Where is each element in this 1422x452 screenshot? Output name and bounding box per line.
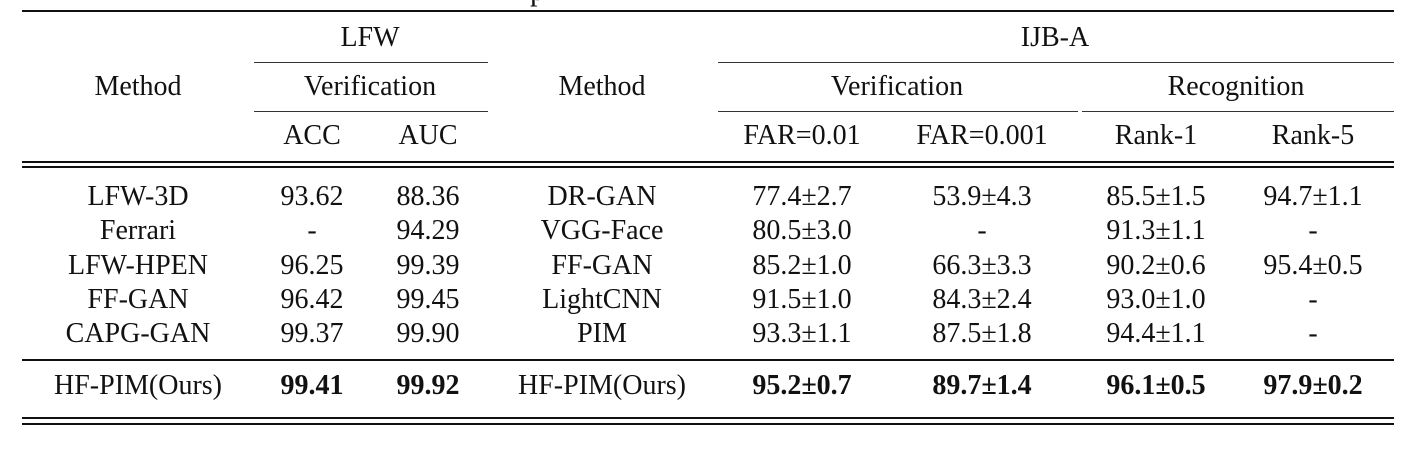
header-method-left: Method (94, 71, 182, 102)
ijba-rank1-cell: 94.4±1.1 (1106, 318, 1206, 349)
ijba-rank5-cell: 95.4±0.5 (1263, 250, 1363, 281)
table-bottom-rule-2 (22, 423, 1394, 425)
ijba-rank1-cell: 91.3±1.1 (1106, 215, 1206, 246)
lfw-acc-cell: 93.62 (280, 181, 344, 212)
ijba-rank5-cell: 94.7±1.1 (1263, 181, 1363, 212)
ijba-far001-cell: 93.3±1.1 (752, 318, 852, 349)
lfw-acc-cell: 99.37 (280, 318, 344, 349)
ijba-rank1-cell: 93.0±1.0 (1106, 284, 1206, 315)
header-ijba-verification: Verification (830, 71, 964, 102)
ijba-far0001-cell: 66.3±3.3 (932, 250, 1032, 281)
header-acc: ACC (283, 120, 341, 151)
ijba-method-cell: LightCNN (542, 284, 662, 315)
lfw-auc-cell: 94.29 (396, 215, 460, 246)
ijba-rank1-cell: 90.2±0.6 (1106, 250, 1206, 281)
ijba-far001-cell: 95.2±0.7 (752, 370, 852, 401)
header-ijba: IJB-A (1020, 22, 1090, 53)
header-far-0-001: FAR=0.001 (916, 120, 1048, 151)
table-top-rule (22, 10, 1394, 12)
lfw-acc-cell: 99.41 (280, 370, 344, 401)
ijba-method-cell: PIM (577, 318, 627, 349)
header-rank-1: Rank-1 (1114, 120, 1198, 151)
ijba-rank5-cell: - (1308, 318, 1318, 349)
ijba-far001-cell: 85.2±1.0 (752, 250, 852, 281)
header-lfw-verification: Verification (303, 71, 437, 102)
table-mid-rule (22, 359, 1394, 361)
lfw-method-cell: FF-GAN (87, 284, 189, 315)
table-bottom-rule-1 (22, 417, 1394, 419)
lfw-auc-cell: 99.90 (396, 318, 460, 349)
ijba-far0001-cell: 84.3±2.4 (932, 284, 1032, 315)
lfw-method-cell: LFW-HPEN (68, 250, 208, 281)
ijba-far001-cell: 77.4±2.7 (752, 181, 852, 212)
ijba-method-cell: VGG-Face (540, 215, 664, 246)
ijba-far0001-cell: 89.7±1.4 (932, 370, 1032, 401)
ijba-method-cell: DR-GAN (547, 181, 657, 212)
header-double-rule-top (22, 161, 1394, 163)
cmidrule-lfw-verif (254, 111, 488, 112)
ijba-far0001-cell: 53.9±4.3 (932, 181, 1032, 212)
lfw-method-cell: HF-PIM(Ours) (54, 370, 222, 401)
lfw-auc-cell: 88.36 (396, 181, 460, 212)
cmidrule-ijba-verif (718, 111, 1078, 112)
lfw-acc-cell: - (307, 215, 317, 246)
ijba-rank1-cell: 85.5±1.5 (1106, 181, 1206, 212)
header-far-0-01: FAR=0.01 (743, 120, 861, 151)
lfw-acc-cell: 96.25 (280, 250, 344, 281)
lfw-method-cell: CAPG-GAN (65, 318, 211, 349)
header-double-rule-bottom (22, 166, 1394, 168)
ijba-rank5-cell: 97.9±0.2 (1263, 370, 1363, 401)
ijba-rank1-cell: 96.1±0.5 (1106, 370, 1206, 401)
lfw-auc-cell: 99.92 (396, 370, 460, 401)
lfw-method-cell: Ferrari (99, 215, 177, 246)
lfw-auc-cell: 99.45 (396, 284, 460, 315)
lfw-auc-cell: 99.39 (396, 250, 460, 281)
cmidrule-ijba-recog (1082, 111, 1394, 112)
ijba-rank5-cell: - (1308, 284, 1318, 315)
ijba-far001-cell: 80.5±3.0 (752, 215, 852, 246)
header-rank-5: Rank-5 (1271, 120, 1355, 151)
caption-fragment: p (530, 0, 545, 6)
cmidrule-lfw (254, 62, 488, 63)
header-auc: AUC (398, 120, 458, 151)
lfw-acc-cell: 96.42 (280, 284, 344, 315)
ijba-rank5-cell: - (1308, 215, 1318, 246)
ijba-method-cell: FF-GAN (551, 250, 653, 281)
ijba-far001-cell: 91.5±1.0 (752, 284, 852, 315)
ijba-method-cell: HF-PIM(Ours) (518, 370, 686, 401)
header-method-right: Method (558, 71, 646, 102)
ijba-far0001-cell: - (977, 215, 987, 246)
ijba-far0001-cell: 87.5±1.8 (932, 318, 1032, 349)
lfw-method-cell: LFW-3D (87, 181, 189, 212)
header-lfw: LFW (340, 22, 400, 53)
header-ijba-recognition: Recognition (1167, 71, 1305, 102)
cmidrule-ijba (718, 62, 1394, 63)
